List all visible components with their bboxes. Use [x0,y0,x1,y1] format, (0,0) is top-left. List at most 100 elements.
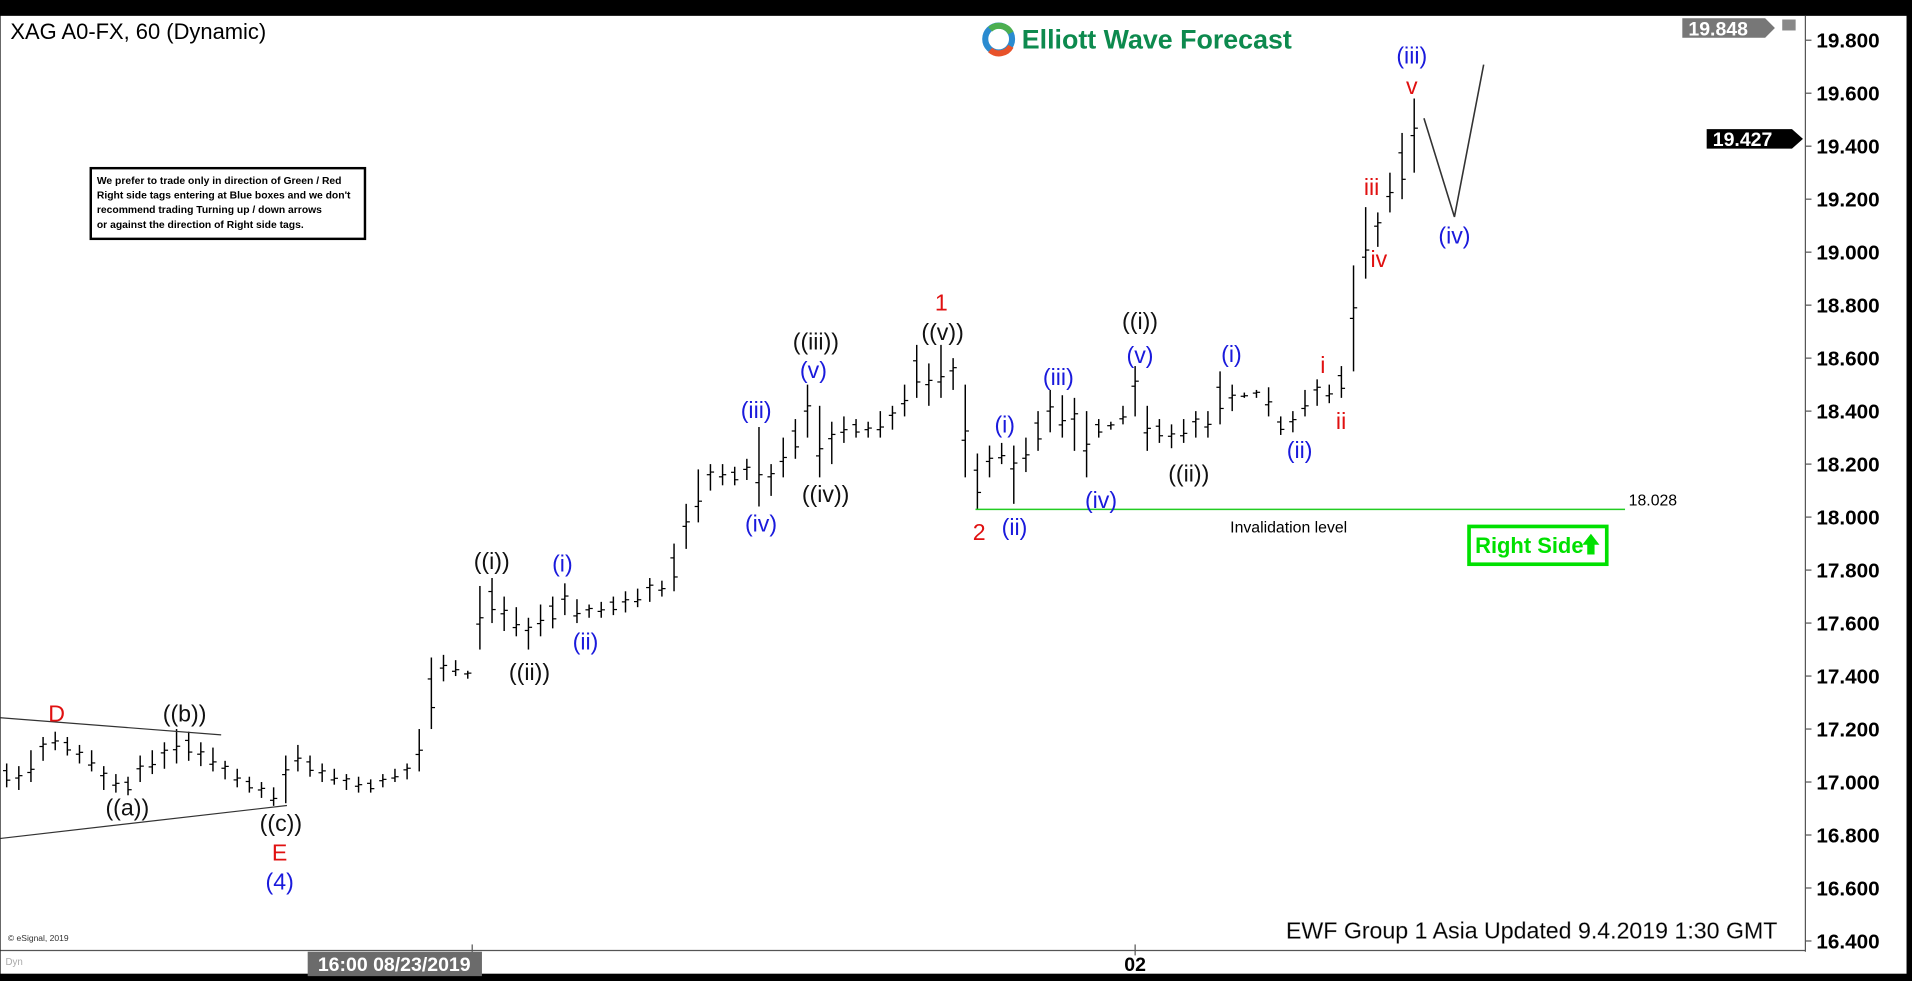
arrow-up-icon [1582,533,1600,555]
ohlc-bar [1301,389,1309,417]
price-axis[interactable]: 19.800 19.600 19.400 19.200 19.000 18.800 18.6… [1805,30,1880,954]
price-tick-label: 18.000 [1816,506,1879,529]
ohlc-bar [840,416,848,443]
wave-label: iii [1364,174,1379,200]
ohlc-bar [755,427,763,507]
logo: Elliott Wave Forecast [982,22,1292,57]
ohlc-bar [269,787,278,806]
wave-label: 1 [935,290,948,316]
window-restore-icon[interactable] [1782,19,1796,31]
time-tick-label: 16:00 08/23/2019 [318,954,471,976]
ohlc-bar [512,607,520,637]
ohlc-bar [209,747,217,772]
note-line: We prefer to trade only in direction of … [97,176,342,187]
price-tick-label: 19.000 [1816,241,1879,264]
invalidation-label: Invalidation level [1230,520,1347,537]
wave-label: (ii) [1287,437,1313,463]
ohlc-bar [1095,419,1103,438]
dyn-label[interactable]: Dyn [5,957,22,968]
ohlc-bar [415,729,423,772]
ohlc-bar [864,421,872,438]
ohlc-bar [39,736,47,761]
ohlc-bar [1022,437,1030,473]
ohlc-bar [1082,411,1091,478]
price-tick-label: 16.600 [1816,877,1879,900]
high-price-value: 19.848 [1688,18,1748,40]
price-tick-label: 19.800 [1816,30,1879,53]
ohlc-bar [1010,445,1018,504]
price-tick-label: 17.600 [1816,612,1879,635]
price-tick-label: 17.200 [1816,718,1879,741]
wave-label: (i) [552,551,573,577]
ohlc-bar [658,580,666,597]
ohlc-bar [718,464,727,486]
ohlc-bar [1143,405,1151,451]
ohlc-bar [403,763,411,780]
ohlc-bar [913,344,921,398]
triangle-lower-line [0,804,288,840]
note-line: recommend trading Turning up / down arro… [97,205,322,216]
ohlc-bar [1216,371,1224,425]
ohlc-bar [136,755,144,783]
ohlc-bar [609,596,618,616]
ohlc-bar [876,411,884,438]
wave-label: v [1406,73,1418,99]
ohlc-bar [597,601,605,618]
disclaimer-note: We prefer to trade only in direction of … [89,166,367,241]
ohlc-bar [682,503,690,549]
price-tick-label: 18.600 [1816,347,1879,370]
ohlc-bar [1264,387,1273,417]
copyright: © eSignal, 2019 [8,933,69,943]
ohlc-bar [585,604,593,618]
ohlc-bar [779,437,787,478]
price-tick-label: 19.400 [1816,135,1879,158]
wave-label: ((iii)) [793,329,839,355]
ohlc-bar [900,384,909,417]
ohlc-bar [87,750,96,772]
right-side-tag: Right Side [1467,524,1609,567]
ohlc-bar [1325,384,1333,404]
ohlc-bar [379,774,387,788]
wave-label: (iv) [745,510,777,536]
price-tick-label: 16.800 [1816,824,1879,847]
wave-label: iv [1371,246,1388,272]
ohlc-bar [670,543,678,592]
ohlc-bar [549,596,557,629]
ohlc-bar [561,583,569,616]
ohlc-bar [961,384,969,478]
ohlc-bar [1386,172,1394,213]
ohlc-bar [1277,416,1285,435]
invalidation-value: 18.028 [1629,493,1678,510]
high-price-tag: 19.848 [1682,18,1775,40]
ohlc-bar [1070,397,1079,451]
ohlc-bar [500,596,508,632]
ohlc-bar [148,750,156,775]
ohlc-bar [112,774,120,793]
ohlc-bar [828,421,836,465]
ohlc-bar [1167,424,1176,449]
ohlc-bar [75,744,84,764]
ohlc-bar [63,736,72,756]
ohlc-bar [1204,411,1212,438]
ohlc-bar [731,466,739,486]
note-line: or against the direction of Right side t… [97,220,304,231]
ohlc-bar [1034,411,1042,451]
ohlc-bar [354,776,363,793]
note-line: Right side tags entering at Blue boxes a… [97,191,351,202]
wave-label: (iv) [1085,487,1117,513]
ohlc-bar [646,578,654,602]
ohlc-bar [160,742,169,769]
wave-label: D [48,700,65,726]
price-tick-label: 18.400 [1816,400,1879,423]
ohlc-bar [1155,419,1164,443]
price-tick-label: 17.800 [1816,559,1879,582]
wave-label: ((i)) [474,548,510,574]
ohlc-bar [1289,411,1297,433]
ohlc-bar [439,654,448,682]
ohlc-bar [464,670,472,679]
wave-label: (iv) [1438,223,1470,249]
updated-caption: EWF Group 1 Asia Updated 9.4.2019 1:30 G… [1286,917,1777,943]
wave-label: ((i)) [1122,308,1158,334]
wave-label: ((c)) [260,810,302,836]
